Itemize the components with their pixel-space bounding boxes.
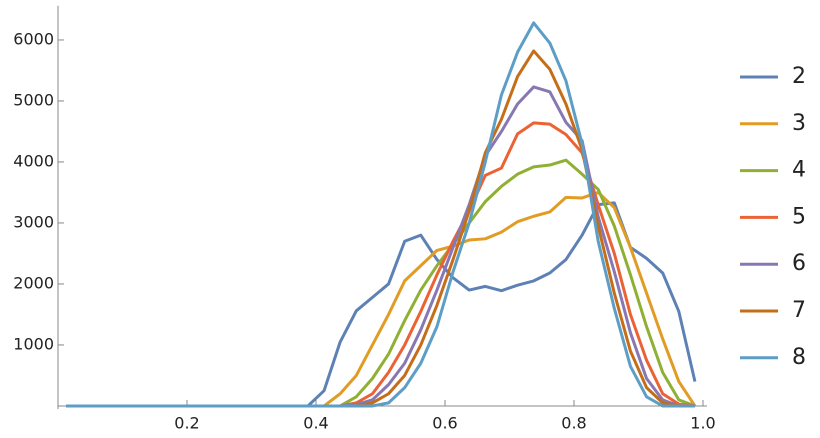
series-line <box>66 158 696 408</box>
x-tick-label: 0.2 <box>174 413 199 432</box>
legend-label: 3 <box>792 111 806 136</box>
y-tick-label: 1000 <box>13 334 54 353</box>
legend-label: 6 <box>792 251 806 276</box>
y-tick-label: 4000 <box>13 151 54 170</box>
y-tick-label: 5000 <box>13 90 54 109</box>
x-tick-label: 0.6 <box>432 413 457 432</box>
series-line <box>66 121 696 408</box>
x-tick-label: 1.0 <box>690 413 715 432</box>
x-tick-label: 0.4 <box>303 413 328 432</box>
y-tick-label: 3000 <box>13 212 54 231</box>
y-tick-label: 6000 <box>13 29 54 48</box>
legend-label: 2 <box>792 64 806 89</box>
series-line <box>66 21 695 408</box>
legend-label: 8 <box>792 345 806 370</box>
legend-label: 7 <box>792 298 806 323</box>
y-tick-label: 2000 <box>13 273 54 292</box>
legend-label: 5 <box>792 204 806 229</box>
legend-label: 4 <box>792 158 806 183</box>
x-tick-label: 0.8 <box>561 413 586 432</box>
